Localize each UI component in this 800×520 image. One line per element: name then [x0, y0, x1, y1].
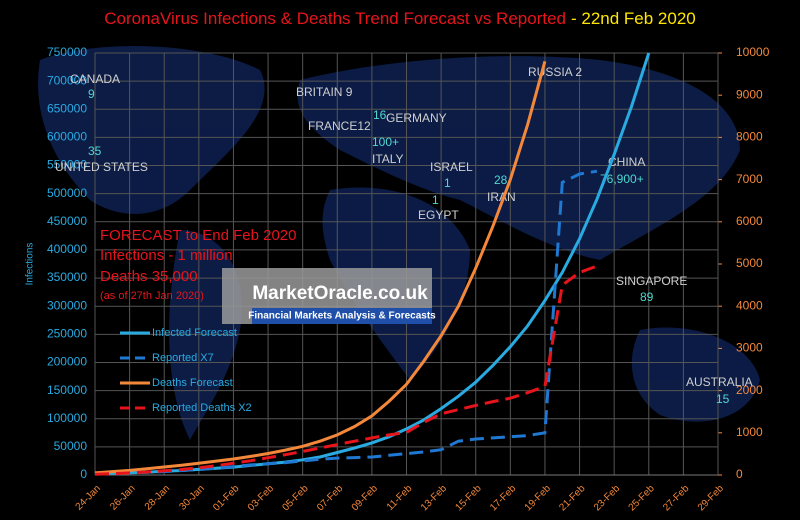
y-tick-label: 450000	[47, 214, 87, 228]
y-tick-label: 400000	[47, 242, 87, 256]
map-label: 15	[716, 392, 730, 406]
y2-tick-label: 3000	[736, 341, 763, 355]
map-label: 76,900+	[600, 172, 644, 186]
y-tick-label: 0	[80, 467, 87, 481]
y2-tick-label: 2000	[736, 383, 763, 397]
y2-tick-label: 0	[736, 467, 743, 481]
map-label: GERMANY	[386, 111, 447, 125]
y-tick-label: 150000	[47, 383, 87, 397]
map-label: 35	[88, 144, 102, 158]
y-tick-label: 600000	[47, 130, 87, 144]
map-label: 9	[88, 87, 95, 101]
logo-tagline: Financial Markets Analysis & Forecasts	[248, 311, 436, 322]
map-label: RUSSIA 2	[528, 65, 582, 79]
map-label: UNITED STATES	[55, 160, 148, 174]
map-label: 1	[432, 193, 439, 207]
logo-name: MarketOracle.co.uk	[252, 283, 428, 304]
series-line	[94, 264, 598, 476]
y-tick-label: 500000	[47, 186, 87, 200]
y-tick-label: 550000	[47, 158, 87, 172]
map-label: ITALY	[372, 152, 404, 166]
y2-tick-label: 6000	[736, 214, 763, 228]
series-line	[94, 61, 547, 475]
y2-tick-label: 10000	[736, 45, 770, 59]
y-tick-label: 650000	[47, 101, 87, 115]
y-tick-label: 750000	[47, 45, 87, 59]
y2-tick-label: 5000	[736, 256, 763, 270]
y-tick-label: 300000	[47, 298, 87, 312]
legend-label: Deaths Forecast	[152, 377, 233, 389]
map-label: SINGAPORE	[616, 274, 687, 288]
map-label: 16	[373, 108, 387, 122]
map-label: FRANCE12	[308, 119, 371, 133]
y-tick-label: 700000	[47, 73, 87, 87]
y2-tick-label: 8000	[736, 130, 763, 144]
y2-tick-label: 4000	[736, 298, 763, 312]
forecast-text: Deaths 35,000	[100, 268, 198, 285]
y2-tick-label: 7000	[736, 172, 763, 186]
map-label: 1	[444, 176, 451, 190]
map-label: ISRAEL	[430, 160, 473, 174]
map-label: 28	[494, 173, 508, 187]
title-date: - 22nd Feb 2020	[571, 9, 696, 28]
y2-tick-label: 9000	[736, 87, 763, 101]
series-line	[94, 169, 598, 476]
map-label: 100+	[372, 135, 399, 149]
map-label: IRAN	[487, 190, 516, 204]
forecast-text: (as of 27th Jan 2020)	[100, 290, 204, 302]
y-tick-label: 200000	[47, 355, 87, 369]
title-main: CoronaVirus Infections & Deaths Trend Fo…	[104, 9, 566, 28]
logo-bar	[252, 308, 432, 324]
map-label: EGYPT	[418, 208, 459, 222]
map-label: AUSTRALIA	[686, 375, 753, 389]
y2-tick-label: 1000	[736, 425, 763, 439]
y-tick-label: 100000	[47, 411, 87, 425]
chart-title: CoronaVirus Infections & Deaths Trend Fo…	[104, 9, 696, 28]
y-tick-label: 50000	[54, 439, 88, 453]
legend-label: Reported X7	[152, 352, 214, 364]
y-axis-label: Infections	[25, 243, 36, 286]
y-tick-label: 350000	[47, 270, 87, 284]
forecast-text: Infections - 1 million	[100, 247, 233, 264]
map-label: 89	[640, 290, 654, 304]
map-label: BRITAIN 9	[296, 85, 353, 99]
y-tick-label: 250000	[47, 327, 87, 341]
legend-label: Infected Forecast	[152, 327, 237, 339]
forecast-text: FORECAST to End Feb 2020	[100, 227, 297, 244]
map-label: CHINA	[608, 155, 645, 169]
map-label: CANADA	[70, 72, 120, 86]
legend-label: Reported Deaths X2	[152, 402, 252, 414]
